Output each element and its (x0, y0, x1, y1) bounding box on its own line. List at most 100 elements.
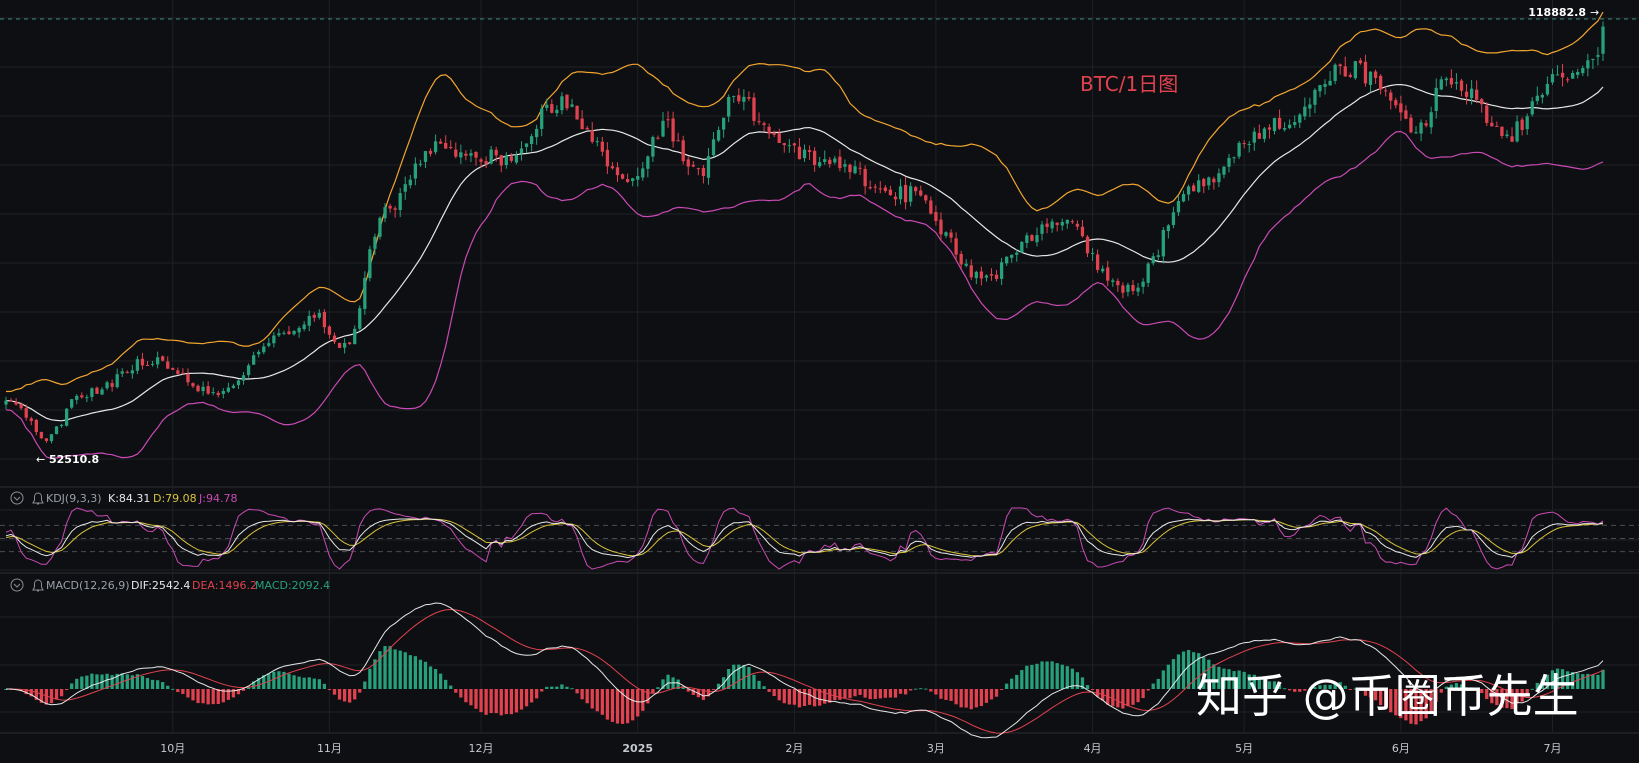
macd-histogram-bar (686, 689, 690, 692)
alert-bell-icon[interactable] (32, 579, 44, 592)
candle-body (641, 168, 645, 178)
macd-histogram-bar (1419, 689, 1423, 722)
candle-body (1353, 61, 1358, 79)
macd-histogram-bar (529, 689, 534, 703)
candle-body (828, 159, 832, 165)
macd-histogram-bar (317, 679, 321, 689)
macd-histogram-bar (1394, 689, 1398, 716)
macd-histogram-bar (1247, 674, 1251, 689)
macd-histogram-bar (1171, 659, 1176, 689)
macd-histogram-bar (1454, 683, 1459, 689)
macd-histogram-bar (130, 675, 134, 689)
x-tick-label: 4月 (1084, 742, 1102, 755)
macd-histogram-bar (85, 675, 89, 689)
macd-histogram-bar (898, 689, 903, 694)
candle-body (600, 141, 604, 152)
macd-histogram-bar (994, 689, 999, 697)
x-tick-label: 6月 (1392, 742, 1410, 755)
candle-body (322, 312, 327, 328)
macd-histogram-bar (428, 666, 433, 689)
candle-body (1550, 74, 1555, 83)
macd-histogram-bar (1131, 689, 1135, 705)
macd-histogram-bar (535, 689, 539, 699)
candle-body (221, 391, 225, 394)
macd-histogram-bar (474, 689, 478, 709)
macd-histogram-bar (1338, 682, 1342, 689)
macd-histogram-bar (44, 689, 49, 705)
macd-histogram-bar (393, 649, 397, 689)
macd-histogram-bar (1040, 661, 1044, 689)
macd-histogram-bar (1353, 688, 1358, 690)
macd-histogram-bar (1525, 689, 1529, 697)
candle-body (974, 271, 978, 279)
candle-body (85, 397, 89, 399)
candle-body (398, 193, 402, 210)
macd-histogram-bar (1060, 664, 1064, 689)
macd-histogram-bar (560, 684, 564, 689)
macd-histogram-bar (418, 659, 423, 689)
candle-body (1429, 112, 1433, 128)
candle-body (999, 262, 1004, 279)
macd-histogram-bar (1197, 653, 1201, 689)
macd-histogram-bar (348, 689, 352, 703)
macd-histogram-bar (1010, 678, 1014, 689)
macd-histogram-bar (1176, 654, 1181, 689)
candle-body (636, 176, 640, 180)
candle-body (979, 271, 984, 279)
candle-body (1525, 116, 1529, 130)
macd-histogram-bar (145, 678, 150, 689)
alert-bell-icon[interactable] (32, 492, 44, 505)
candle-body (403, 184, 407, 192)
macd-histogram-bar (873, 689, 877, 699)
macd-histogram-bar (1373, 689, 1378, 701)
macd-histogram-bar (646, 689, 650, 704)
candle-body (115, 374, 119, 388)
macd-histogram-bar (1358, 689, 1363, 690)
kdj-d-line (5, 518, 1604, 557)
macd-histogram-bar (383, 646, 387, 689)
macd-histogram-bar (135, 674, 140, 689)
candle-body (1555, 74, 1560, 76)
macd-histogram-bar (1085, 685, 1090, 689)
candle-body (80, 395, 84, 398)
candle-body (560, 96, 564, 111)
macd-histogram-bar (181, 689, 185, 695)
macd-histogram-bar (610, 689, 615, 722)
candle-body (246, 365, 251, 376)
candle-body (1070, 221, 1074, 223)
candle-body (721, 117, 726, 130)
macd-histogram-bar (1212, 664, 1216, 689)
macd-histogram-bar (479, 689, 483, 713)
candle-body (833, 158, 837, 163)
macd-histogram-bar (762, 686, 766, 689)
low-price-label: 52510.8 (49, 453, 99, 466)
macd-histogram-bar (176, 689, 180, 693)
candle-body (438, 141, 443, 144)
candle-body (1202, 178, 1206, 187)
collapse-chevron-icon[interactable] (10, 491, 24, 505)
candle-body (1490, 122, 1494, 127)
macd-histogram-bar (868, 689, 872, 700)
macd-histogram-bar (433, 669, 438, 689)
candle-body (277, 333, 281, 336)
candle-body (661, 120, 665, 137)
candle-body (1515, 121, 1519, 142)
candle-body (651, 137, 655, 157)
candle-body (1252, 131, 1256, 143)
macd-histogram-bar (818, 689, 822, 706)
macd-histogram-bar (353, 689, 357, 700)
candle-body (944, 232, 948, 236)
candle-body (812, 150, 817, 165)
macd-histogram-bar (327, 689, 332, 690)
candle-body (348, 342, 352, 344)
macd-histogram-bar (666, 674, 670, 689)
candle-body (646, 156, 650, 169)
candle-body (934, 212, 938, 221)
candle-body (1227, 157, 1231, 167)
candle-body (201, 386, 205, 392)
candle-body (908, 186, 913, 202)
macd-histogram-bar (636, 689, 640, 717)
candle-body (969, 265, 973, 278)
collapse-chevron-icon[interactable] (10, 578, 24, 592)
